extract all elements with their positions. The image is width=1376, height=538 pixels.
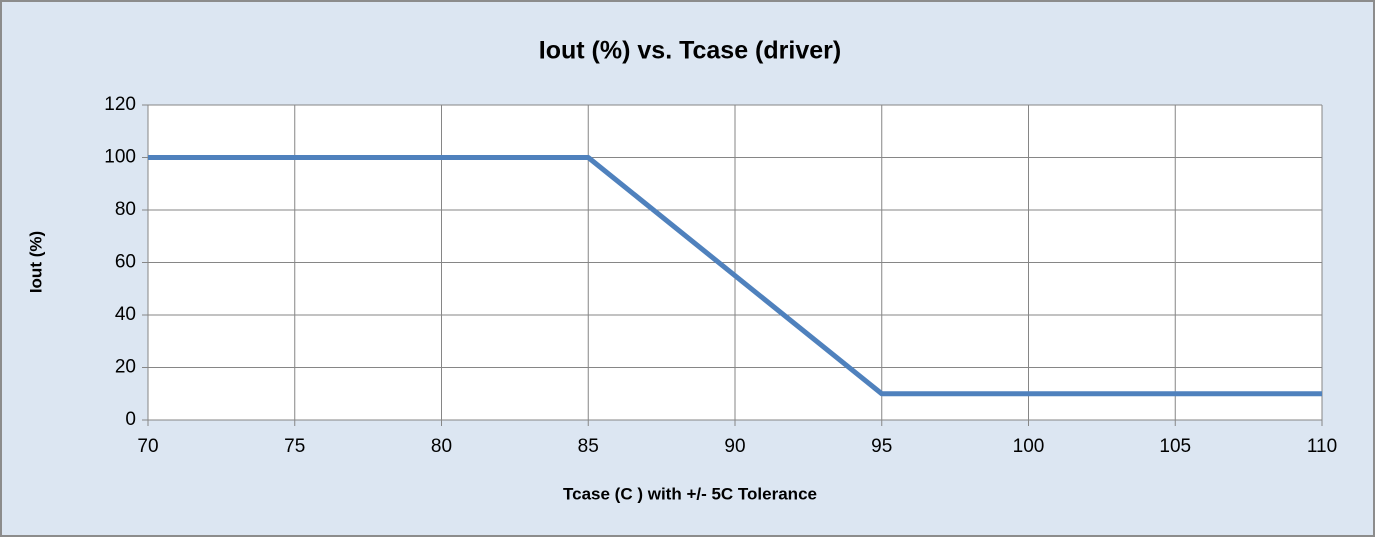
x-axis-label: Tcase (C ) with +/- 5C Tolerance	[563, 484, 817, 503]
x-tick-label: 85	[578, 436, 599, 457]
x-tick-label: 75	[284, 436, 305, 457]
x-tick-label: 90	[724, 436, 745, 457]
y-tick-label: 120	[104, 94, 136, 115]
data-line	[148, 155, 1322, 397]
x-tick-label: 105	[1159, 436, 1191, 457]
x-tick-label: 110	[1307, 436, 1337, 457]
y-axis-label: Iout (%)	[26, 231, 45, 293]
y-tick-label: 60	[115, 252, 136, 273]
chart-title: Iout (%) vs. Tcase (driver)	[539, 37, 841, 65]
y-tick-label: 80	[115, 199, 136, 220]
y-tick-label: 20	[115, 357, 136, 378]
x-tick-label: 100	[1013, 436, 1045, 457]
x-tick-label: 70	[137, 436, 158, 457]
y-tick-label: 100	[104, 147, 136, 168]
x-tick-label: 80	[431, 436, 452, 457]
x-tick-label: 95	[871, 436, 892, 457]
y-tick-label: 0	[125, 409, 136, 430]
y-tick-label: 40	[115, 304, 136, 325]
